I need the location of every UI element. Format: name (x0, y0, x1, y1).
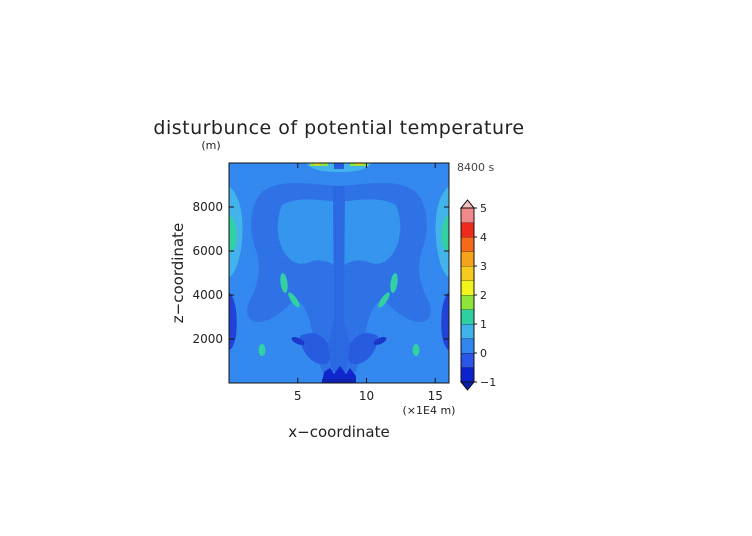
colorbar-band (461, 338, 474, 353)
chart-title: disturbunce of potential temperature (153, 117, 524, 139)
colorbar-tick-label: 1 (480, 318, 487, 331)
fine-grid-overlay (229, 163, 449, 383)
colorbar-band (461, 208, 474, 223)
colorbar-tick-label: −1 (480, 376, 496, 389)
colorbar-band (461, 222, 474, 237)
x-axis-label: x−coordinate (288, 423, 389, 441)
x-axis: 5 10 15 (294, 163, 443, 403)
y-tick-label: 4000 (192, 288, 223, 302)
x-axis-unit: (×1E4 m) (403, 404, 456, 417)
colorbar-tick-label: 0 (480, 347, 487, 360)
time-label: 8400 s (457, 161, 494, 174)
colorbar-under-arrow (459, 381, 476, 391)
plot-frame (228, 162, 450, 384)
contour-field (229, 163, 449, 383)
y-tick-label: 2000 (192, 332, 223, 346)
y-tick-label: 8000 (192, 200, 223, 214)
colorbar-band (461, 237, 474, 252)
y-tick-label: 6000 (192, 244, 223, 258)
colorbar-band (461, 324, 474, 339)
y-axis: 2000 4000 6000 8000 (192, 200, 449, 346)
colorbar-band (461, 266, 474, 281)
y-axis-unit: (m) (201, 139, 220, 152)
colorbar-band (461, 251, 474, 266)
x-tick-label: 5 (294, 389, 302, 403)
x-tick-label: 15 (428, 389, 443, 403)
colorbar-band (461, 309, 474, 324)
colorbar-tick-label: 4 (480, 231, 487, 244)
colorbar-band (461, 367, 474, 382)
colorbar-band (461, 353, 474, 368)
colorbar-band (461, 295, 474, 310)
x-tick-label: 10 (359, 389, 374, 403)
y-axis-label: z−coordinate (169, 223, 187, 323)
colorbar-tick-label: 5 (480, 202, 487, 215)
colorbar-tick-label: 2 (480, 289, 487, 302)
colorbar-over-arrow (459, 199, 476, 209)
colorbar-tick-label: 3 (480, 260, 487, 273)
colorbar: −1 0 1 2 3 4 5 (459, 199, 496, 391)
colorbar-band (461, 280, 474, 295)
